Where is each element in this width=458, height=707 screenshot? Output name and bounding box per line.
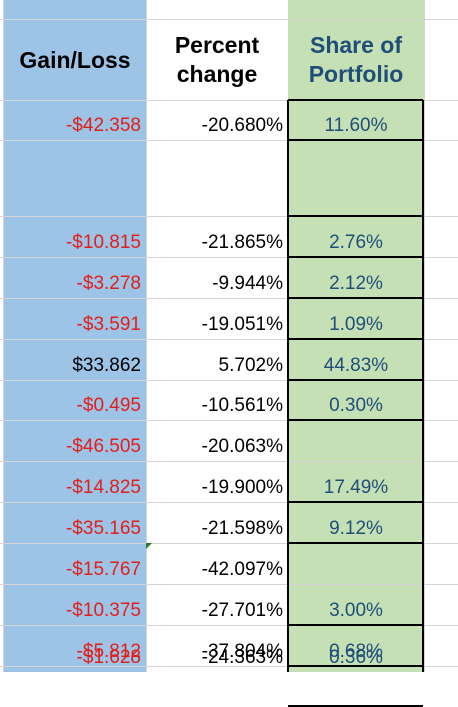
percent-change-cell[interactable]: -9.944%	[212, 273, 283, 294]
grid-hline	[0, 298, 458, 299]
share-cell[interactable]	[288, 420, 424, 461]
percent-change-cell[interactable]: -21.865%	[201, 232, 283, 253]
gain-loss-cell[interactable]: -$1.628	[4, 647, 146, 672]
grid-hline	[0, 19, 458, 20]
gain-loss-cell[interactable]: -$10.375	[65, 600, 141, 621]
share-cell[interactable]: 0.68%	[329, 641, 383, 662]
grid-hline	[0, 257, 458, 258]
grid-vline	[146, 0, 147, 672]
percent-change-cell[interactable]: 5.702%	[218, 355, 283, 376]
share-cell[interactable]	[288, 543, 424, 584]
grid-hline	[0, 140, 458, 141]
grid-hline	[0, 584, 458, 585]
error-indicator-icon	[146, 543, 152, 549]
header-share-line1: Share of	[309, 32, 403, 58]
grid-hline	[0, 543, 458, 544]
share-right-border	[422, 100, 424, 672]
share-cell[interactable]: 11.60%	[324, 115, 388, 136]
share-cell-border	[288, 215, 423, 217]
percent-change-cell[interactable]: -21.598%	[201, 518, 283, 539]
gain-loss-cell[interactable]: -$15.767	[65, 559, 141, 580]
grid-hline	[0, 666, 458, 667]
grid-vline	[424, 0, 425, 672]
share-cell[interactable]	[288, 140, 424, 216]
grid-hline	[0, 625, 458, 626]
gain-loss-cell[interactable]: -$5.812	[76, 641, 141, 662]
share-cell[interactable]: 0.36%	[288, 647, 424, 672]
grid-hline	[0, 380, 458, 381]
percent-change-cell[interactable]: -24.363%	[201, 647, 283, 668]
header-gain-loss[interactable]: Gain/Loss	[4, 20, 146, 100]
share-cell-border	[288, 665, 423, 667]
percent-change-cell[interactable]: -19.051%	[201, 314, 283, 335]
share-cell-border	[288, 99, 423, 101]
grid-hline	[0, 420, 458, 421]
share-cell-border	[288, 542, 423, 544]
grid-hline	[0, 216, 458, 217]
gain-loss-cell[interactable]: -$3.591	[76, 314, 141, 335]
percent-change-cell[interactable]	[146, 140, 288, 216]
header-share-line2: Portfolio	[308, 61, 404, 87]
share-cell[interactable]: 1.09%	[329, 314, 383, 335]
share-cell-border	[288, 338, 423, 340]
gain-loss-cell[interactable]: -$35.165	[65, 518, 141, 539]
gain-loss-cell[interactable]	[4, 140, 146, 216]
gain-loss-cell[interactable]: -$42.358	[65, 115, 141, 136]
share-cell-border	[288, 501, 423, 503]
header-gain-loss-label: Gain/Loss	[19, 46, 131, 73]
share-column-bg	[288, 0, 424, 672]
percent-change-cell[interactable]: -10.561%	[201, 395, 283, 416]
gain-loss-cell[interactable]: -$10.815	[65, 232, 141, 253]
gain-loss-cell[interactable]: -$46.505	[65, 436, 141, 457]
share-cell-border	[288, 139, 423, 141]
grid-hline	[0, 461, 458, 462]
grid-hline	[0, 100, 458, 101]
share-left-border	[287, 100, 289, 672]
percent-change-cell[interactable]: -20.680%	[201, 115, 283, 136]
percent-change-cell[interactable]: -20.063%	[201, 436, 283, 457]
share-cell-border	[288, 624, 423, 626]
share-cell-border	[288, 419, 423, 421]
share-cell-border	[288, 379, 423, 381]
share-cell[interactable]: 44.83%	[323, 355, 389, 376]
grid-hline	[0, 339, 458, 340]
gain-loss-column-bg	[4, 0, 146, 672]
percent-change-cell[interactable]: -19.900%	[201, 477, 283, 498]
header-share-of-portfolio[interactable]: Share of Portfolio	[288, 20, 424, 100]
share-cell-border	[288, 256, 423, 258]
grid-hline	[0, 502, 458, 503]
gain-loss-cell[interactable]: -$14.825	[65, 477, 141, 498]
share-cell[interactable]: 0.30%	[329, 395, 383, 416]
percent-change-cell[interactable]: -27.701%	[201, 600, 283, 621]
grid-vline	[3, 0, 4, 672]
gain-loss-cell[interactable]: -$0.495	[76, 395, 141, 416]
share-cell[interactable]: 2.12%	[329, 273, 383, 294]
header-percent-change[interactable]: Percent change	[146, 20, 288, 100]
percent-change-cell[interactable]: -42.097%	[201, 559, 283, 580]
gain-loss-cell[interactable]: $33.862	[72, 355, 141, 376]
share-cell[interactable]: 9.12%	[329, 518, 383, 539]
share-cell[interactable]: 17.49%	[323, 477, 389, 498]
share-cell[interactable]: 3.00%	[329, 600, 383, 621]
header-percent-line1: Percent	[174, 32, 260, 58]
header-percent-line2: change	[176, 61, 258, 87]
gain-loss-cell[interactable]: -$3.278	[76, 273, 141, 294]
share-cell[interactable]: 2.76%	[329, 232, 383, 253]
percent-change-cell[interactable]: -37.804%	[201, 641, 283, 662]
share-cell-border	[288, 297, 423, 299]
